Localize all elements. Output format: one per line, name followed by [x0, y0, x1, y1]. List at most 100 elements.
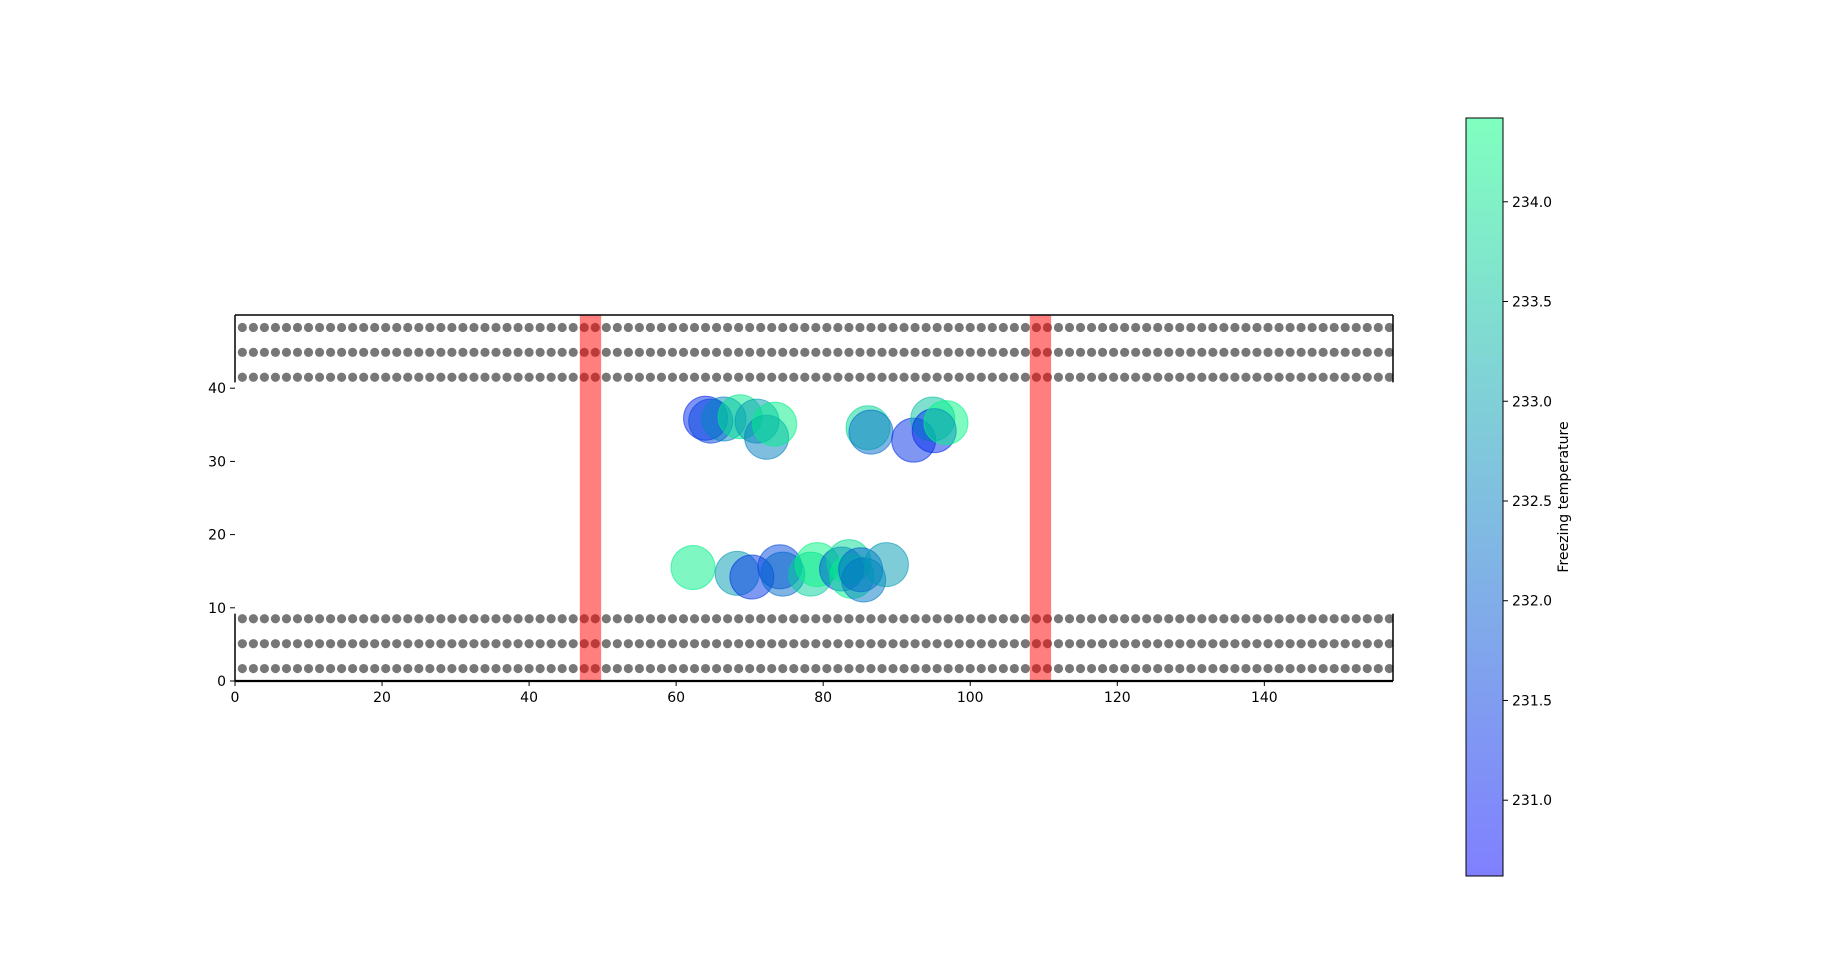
surface-atom	[1020, 614, 1030, 624]
surface-atom	[678, 663, 689, 674]
surface-atom	[910, 322, 920, 333]
surface-atom	[932, 639, 942, 649]
surface-atom	[723, 663, 733, 674]
surface-atom	[281, 639, 292, 649]
surface-atom	[1064, 322, 1075, 333]
surface-atom	[667, 322, 678, 333]
surface-atom	[381, 663, 391, 674]
surface-atom	[1373, 639, 1383, 649]
surface-atom	[1197, 663, 1207, 674]
surface-atom	[535, 639, 545, 649]
surface-atom	[447, 614, 457, 624]
surface-atom	[954, 372, 964, 382]
surface-atom	[800, 614, 810, 624]
surface-atom	[491, 639, 501, 649]
surface-atom	[1351, 372, 1361, 382]
axes-frame	[234, 314, 1394, 683]
surface-atom	[557, 372, 567, 382]
surface-atom	[711, 614, 722, 624]
surface-atom	[348, 663, 358, 674]
surface-atom	[689, 347, 700, 357]
surface-atom	[667, 372, 678, 382]
surface-atom	[513, 663, 523, 674]
surface-atom	[899, 322, 909, 333]
surface-atom	[1020, 663, 1030, 674]
surface-atom	[921, 372, 931, 382]
surface-atom	[1340, 347, 1350, 357]
surface-atom	[1241, 372, 1251, 382]
surface-atom	[1285, 663, 1295, 674]
surface-atom	[1252, 639, 1262, 649]
surface-atom	[1362, 322, 1372, 333]
surface-atom	[976, 372, 986, 382]
surface-atom	[303, 347, 314, 357]
x-tick-label: 40	[520, 690, 538, 706]
surface-atom	[921, 614, 931, 624]
surface-atom	[458, 347, 468, 357]
surface-atom	[259, 663, 270, 674]
surface-atom	[1142, 322, 1152, 333]
x-tick-label: 20	[373, 690, 391, 706]
surface-atom	[601, 347, 611, 357]
surface-atom	[248, 322, 258, 333]
surface-atom	[976, 347, 986, 357]
surface-atom	[535, 372, 545, 382]
surface-atom	[678, 639, 689, 649]
surface-atom	[1340, 322, 1350, 333]
surface-atom	[601, 322, 611, 333]
surface-atom	[678, 322, 689, 333]
y-tick-label: 20	[208, 528, 226, 544]
surface-atom	[1075, 614, 1086, 624]
surface-atom	[734, 639, 744, 649]
surface-atom	[976, 322, 986, 333]
surface-atom	[645, 372, 656, 382]
surface-atom	[359, 614, 369, 624]
surface-atom	[932, 614, 942, 624]
surface-atom	[237, 639, 247, 649]
surface-atom	[392, 347, 402, 357]
surface-atom	[1109, 322, 1119, 333]
surface-atom	[1120, 639, 1130, 649]
surface-atom	[700, 372, 711, 382]
surface-atom	[1318, 663, 1328, 674]
surface-atom	[866, 639, 876, 649]
surface-atom	[822, 322, 832, 333]
surface-atom	[248, 639, 258, 649]
surface-atom	[1197, 322, 1207, 333]
surface-atom	[403, 347, 413, 357]
surface-atom	[745, 663, 755, 674]
surface-atom	[314, 372, 325, 382]
surface-atom	[1318, 322, 1328, 333]
surface-atom	[1296, 322, 1306, 333]
surface-atom	[535, 614, 545, 624]
surface-atom	[888, 322, 898, 333]
surface-atom	[866, 322, 876, 333]
surface-atom	[513, 372, 523, 382]
surface-atom	[822, 347, 832, 357]
surface-atom	[1153, 347, 1163, 357]
surface-atom	[359, 322, 369, 333]
surface-atom	[502, 372, 512, 382]
surface-atom	[623, 322, 633, 333]
surface-atom	[1153, 614, 1163, 624]
surface-atom	[899, 639, 909, 649]
y-tick-label: 30	[208, 454, 226, 470]
surface-atom	[392, 372, 402, 382]
surface-atom	[855, 322, 865, 333]
surface-atom	[469, 663, 479, 674]
surface-atom	[910, 347, 920, 357]
colorbar-tick-label: 233.5	[1512, 295, 1552, 311]
surface-atom	[756, 372, 766, 382]
surface-atom	[1164, 372, 1174, 382]
surface-atom	[833, 322, 843, 333]
surface-atom	[1329, 663, 1339, 674]
surface-atom	[1020, 639, 1030, 649]
surface-atom	[745, 347, 755, 357]
surface-atoms	[237, 322, 1393, 674]
surface-atom	[1263, 322, 1273, 333]
surface-atom	[700, 614, 711, 624]
surface-atom	[1064, 639, 1075, 649]
surface-atom	[800, 347, 810, 357]
surface-atom	[833, 614, 843, 624]
y-axis-ticks: 0 10 20 30 40	[208, 381, 235, 690]
